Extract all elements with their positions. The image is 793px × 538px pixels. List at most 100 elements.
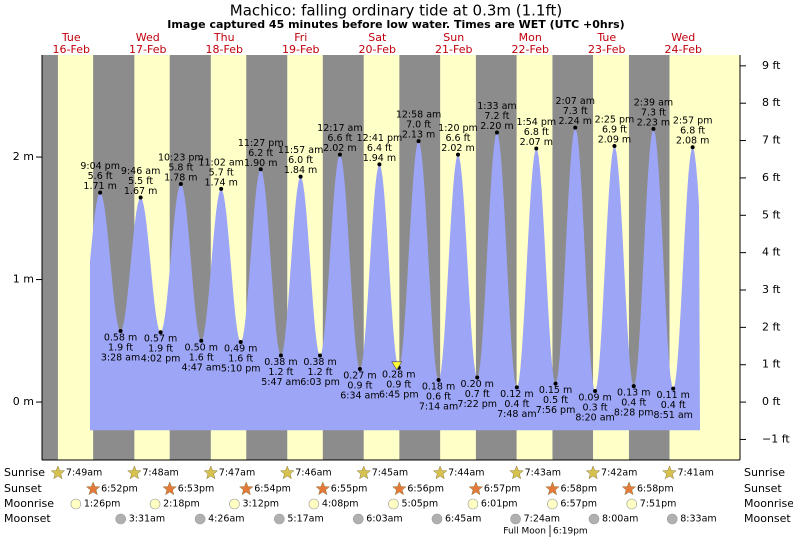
- sunrise-time: 7:41am: [677, 468, 713, 479]
- tide-label: 3:28 am: [101, 353, 140, 364]
- sunrise-time: 7:46am: [295, 468, 331, 479]
- moonset-time: 7:24am: [524, 514, 560, 525]
- tide-label: 6.2 ft: [248, 148, 273, 159]
- tide-label: 12:41 pm: [357, 133, 403, 144]
- tide-point: [377, 162, 382, 167]
- tide-label: 6:34 am: [340, 390, 379, 401]
- sunset-icon: [468, 481, 484, 496]
- moonset-time: 6:03am: [366, 514, 402, 525]
- tide-label: 6.8 ft: [524, 127, 549, 138]
- tide-label: 2:39 am: [634, 97, 673, 108]
- tide-label: 11:57 am: [278, 145, 323, 156]
- tide-label: 1.74 m: [204, 177, 237, 188]
- moonrise-icon: [149, 498, 161, 510]
- sunset-time: 6:52pm: [101, 484, 138, 495]
- tide-label: 5.8 ft: [168, 162, 193, 173]
- y2-tick-label: 0 ft: [762, 395, 781, 408]
- tide-label: 0.4 ft: [504, 399, 529, 410]
- day-date: 18-Feb: [206, 43, 243, 56]
- tide-point: [278, 353, 283, 358]
- chart-subtitle: Image captured 45 minutes before low wat…: [167, 18, 624, 31]
- y2-tick-label: 6 ft: [762, 171, 781, 184]
- tide-label: 0.5 ft: [543, 395, 568, 406]
- tide-label: 2:25 pm: [595, 115, 635, 126]
- tide-label: 0.58 m: [104, 333, 137, 344]
- tide-label: 6.0 ft: [288, 155, 313, 166]
- tide-label: 0.50 m: [185, 342, 218, 353]
- tide-label: 7:48 am: [497, 409, 536, 420]
- tide-point: [258, 167, 263, 172]
- tide-point: [416, 139, 421, 144]
- moonset-time: 3:31am: [129, 514, 165, 525]
- sunrise-icon: [279, 465, 295, 480]
- moonset-time: 5:17am: [287, 514, 323, 525]
- tide-label: 0.3 ft: [583, 403, 608, 414]
- moonset-icon: [194, 513, 206, 525]
- sunset-time: 6:54pm: [254, 484, 291, 495]
- sunset-icon: [315, 481, 331, 496]
- tide-label: 0.49 m: [224, 344, 257, 355]
- tide-label: 1.2 ft: [308, 367, 333, 378]
- moonset-icon: [510, 513, 521, 525]
- sunrise-time: 7:47am: [219, 468, 255, 479]
- tide-label: 1:20 pm: [438, 123, 478, 134]
- moonrise-time: 6:57pm: [560, 499, 597, 510]
- tide-label: 0.38 m: [303, 357, 336, 368]
- y2-tick-label: 9 ft: [762, 59, 781, 72]
- tide-label: 2.07 m: [520, 137, 553, 148]
- row-label: Moonrise: [744, 497, 793, 510]
- tide-point: [118, 329, 123, 334]
- day-name: Wed: [136, 31, 160, 44]
- moonrise-time: 1:26pm: [84, 499, 121, 510]
- tide-point: [138, 195, 143, 200]
- moonset-icon: [352, 513, 364, 525]
- day-name: Fri: [294, 31, 307, 44]
- tide-label: 1.94 m: [363, 153, 396, 164]
- moonrise-time: 4:08pm: [322, 499, 359, 510]
- tide-label: 0.28 m: [382, 369, 415, 380]
- tide-point: [178, 181, 183, 186]
- tide-point: [238, 340, 243, 345]
- daylight-band: [57, 55, 94, 460]
- tide-label: 5.6 ft: [88, 171, 113, 182]
- day-name: Tue: [61, 31, 81, 44]
- tide-point: [553, 381, 558, 386]
- tide-label: 1.9 ft: [148, 344, 173, 355]
- tide-label: 1:54 pm: [516, 117, 556, 128]
- tide-label: 0.38 m: [264, 357, 297, 368]
- tide-point: [318, 353, 323, 358]
- moonrise-time: 7:51pm: [640, 499, 677, 510]
- tide-label: 0.18 m: [422, 382, 455, 393]
- tide-label: 0.7 ft: [465, 389, 490, 400]
- tide-label: 0.9 ft: [386, 379, 411, 390]
- tide-label: 2.23 m: [637, 117, 670, 128]
- row-label: Sunset: [744, 482, 782, 495]
- day-date: 23-Feb: [588, 43, 625, 56]
- tide-point: [671, 386, 676, 391]
- day-date: 20-Feb: [359, 43, 396, 56]
- tide-label: 7:22 pm: [457, 399, 497, 410]
- tide-label: 7:14 am: [419, 402, 458, 413]
- day-date: 19-Feb: [282, 43, 319, 56]
- tide-label: 1.67 m: [124, 186, 157, 197]
- tide-point: [158, 330, 163, 335]
- current-marker: [391, 361, 403, 371]
- y-tick-label: 2 m: [13, 150, 34, 163]
- sunrise-time: 7:48am: [142, 468, 178, 479]
- row-label: Sunset: [4, 482, 42, 495]
- moonset-time: 6:45am: [445, 514, 481, 525]
- sunset-icon: [392, 481, 407, 496]
- tide-label: 9:04 pm: [80, 161, 120, 172]
- sunset-icon: [238, 481, 254, 496]
- tide-label: 9:46 am: [121, 166, 160, 177]
- moon-phase-name: Full Moon: [503, 527, 546, 537]
- tide-label: 2.02 m: [441, 143, 474, 154]
- tide-area: [90, 128, 700, 431]
- moonrise-icon: [229, 498, 240, 510]
- y-tick-label: 0 m: [13, 395, 34, 408]
- sunrise-icon: [432, 465, 448, 480]
- y2-tick-label: −1 ft: [762, 432, 790, 445]
- sunset-time: 6:58pm: [560, 484, 597, 495]
- sunset-icon: [621, 481, 637, 496]
